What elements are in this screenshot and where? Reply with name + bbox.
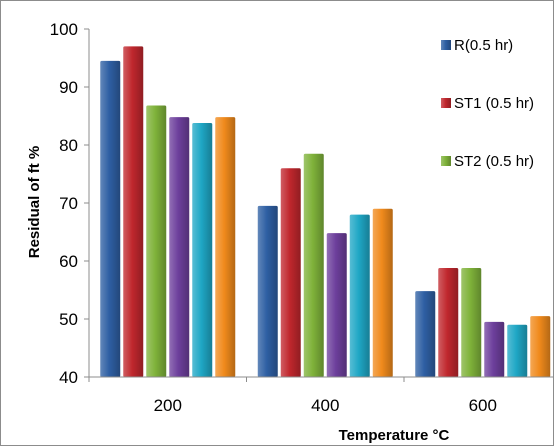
- bar-600-s5: [507, 324, 528, 377]
- bar-200-s3: [146, 105, 167, 377]
- bar-400-s3: [303, 153, 324, 377]
- legend-swatch-s2: [441, 98, 451, 108]
- y-tick-label: 100: [50, 20, 78, 39]
- bar-200-s5: [192, 122, 213, 378]
- bar-200-s4: [169, 117, 190, 377]
- bar-400-s4: [326, 233, 347, 377]
- bar-600-s2: [438, 267, 459, 377]
- legend-swatch-s3: [441, 156, 451, 166]
- bar-400-s2: [280, 168, 301, 377]
- bar-200-s6: [215, 117, 236, 377]
- y-tick-label: 90: [59, 78, 78, 97]
- legend-label-s3: ST2 (0.5 hr): [454, 153, 534, 170]
- bar-600-s1: [415, 291, 436, 377]
- bar-600-s3: [461, 267, 482, 377]
- bar-200-s1: [100, 60, 121, 378]
- y-ticks: 40 50 60 70 80 90 100: [50, 20, 89, 387]
- legend-swatch-s1: [441, 40, 451, 50]
- bar-400-s6: [372, 208, 393, 377]
- y-tick-label: 80: [59, 136, 78, 155]
- bars-layer: [100, 46, 551, 378]
- bar-600-s4: [484, 321, 505, 377]
- x-tick-label: 600: [469, 396, 497, 415]
- y-axis-title: Residual of ft %: [26, 146, 43, 259]
- legend-label-s1: R(0.5 hr): [454, 37, 513, 54]
- y-tick-label: 60: [59, 252, 78, 271]
- bar-400-s5: [349, 214, 370, 377]
- bar-200-s2: [123, 46, 144, 378]
- bar-600-s6: [530, 316, 551, 377]
- legend: R(0.5 hr) ST1 (0.5 hr) ST2 (0.5 hr): [441, 37, 534, 170]
- bar-400-s1: [257, 205, 278, 377]
- x-tick-label: 200: [154, 396, 182, 415]
- y-tick-label: 50: [59, 310, 78, 329]
- legend-label-s2: ST1 (0.5 hr): [454, 95, 534, 112]
- x-ticks: 200 400 600: [88, 377, 497, 415]
- x-tick-label: 400: [311, 396, 339, 415]
- x-axis-title: Temperature °C: [339, 427, 450, 444]
- y-tick-label: 40: [59, 368, 78, 387]
- y-tick-label: 70: [59, 194, 78, 213]
